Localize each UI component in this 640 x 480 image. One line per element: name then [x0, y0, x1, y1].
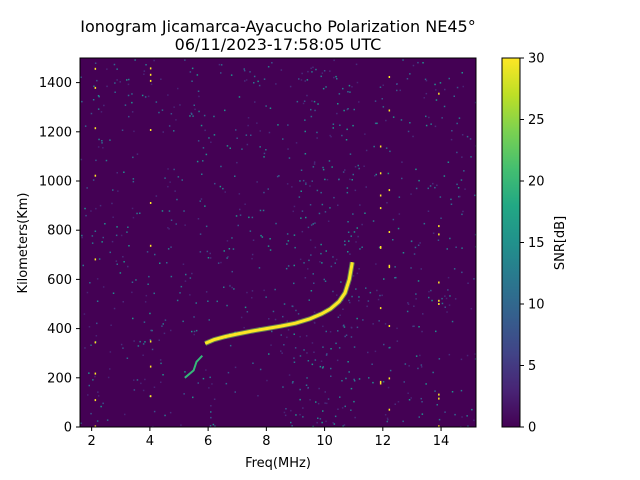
- trace-layer: [184, 261, 355, 379]
- x-tick-label: 10: [316, 434, 333, 449]
- x-tick-label: 2: [88, 434, 96, 449]
- x-tick-label: 14: [433, 434, 450, 449]
- colorbar-tick-label: 10: [528, 298, 545, 313]
- x-tick-label: 4: [146, 434, 154, 449]
- x-tick-label: 6: [204, 434, 212, 449]
- colorbar-tick-label: 15: [528, 236, 545, 251]
- y-tick-label: 0: [64, 421, 72, 436]
- echo-trace: [204, 261, 354, 345]
- y-tick-label: 600: [47, 273, 72, 288]
- chart-title-line2: 06/11/2023-17:58:05 UTC: [175, 35, 382, 54]
- colorbar-tick-label: 30: [528, 52, 545, 67]
- colorbar-axis: 0 5 10 15 20 25 30: [520, 52, 545, 436]
- colorbar-tick-label: 20: [528, 175, 545, 190]
- colorbar-label: SNR[dB]: [553, 216, 568, 270]
- y-axis-label: Kilometers(Km): [16, 193, 31, 294]
- x-tick-label: 8: [262, 434, 270, 449]
- x-axis: 2 4 6 8 10 12 14: [88, 427, 450, 449]
- colorbar-tick-label: 0: [528, 421, 536, 436]
- y-axis: 0 200 400 600 800 1000 1200 1400: [39, 76, 80, 436]
- colorbar: [501, 57, 521, 428]
- y-tick-label: 200: [47, 371, 72, 386]
- colorbar-tick-label: 5: [528, 359, 536, 374]
- y-tick-label: 800: [47, 224, 72, 239]
- chart-title-line1: Ionogram Jicamarca-Ayacucho Polarization…: [80, 17, 475, 36]
- y-tick-label: 1000: [39, 175, 72, 190]
- x-tick-label: 12: [375, 434, 392, 449]
- y-tick-label: 400: [47, 322, 72, 337]
- plot-frame: [79, 57, 477, 428]
- noise-layer: [80, 59, 476, 427]
- weak-echo-trace: [184, 355, 204, 379]
- plot-background: [80, 58, 476, 427]
- x-axis-label: Freq(MHz): [245, 456, 311, 471]
- colorbar-tick-label: 25: [528, 113, 545, 128]
- y-tick-label: 1400: [39, 76, 72, 91]
- y-tick-label: 1200: [39, 125, 72, 140]
